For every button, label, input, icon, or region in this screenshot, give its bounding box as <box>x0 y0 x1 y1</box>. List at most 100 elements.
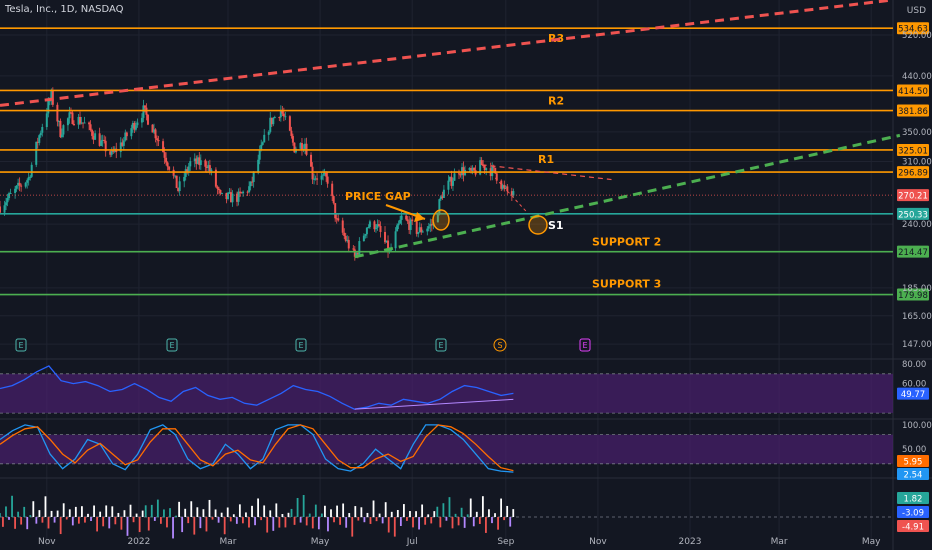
candle-body <box>303 143 306 149</box>
osc-bar <box>187 517 190 524</box>
osc-bar <box>481 496 484 517</box>
candle-body <box>427 226 430 229</box>
candle-body <box>341 220 344 233</box>
osc-bar <box>278 517 281 528</box>
osc-bar <box>44 496 47 517</box>
stoch-tick-1: 50.00 <box>902 445 926 455</box>
candle-body <box>374 227 377 230</box>
candle-body <box>362 235 365 242</box>
candle-body <box>92 135 95 140</box>
osc-bar <box>390 511 393 517</box>
osc-tag-1: -3.09 <box>902 509 924 519</box>
candle-body <box>501 185 504 189</box>
candle-body <box>62 125 65 135</box>
osc-tag-bg-2 <box>897 520 929 532</box>
osc-bar <box>35 517 38 524</box>
osc-bar <box>96 517 99 532</box>
level-tag-bg-7 <box>897 288 929 301</box>
osc-bar <box>281 514 284 517</box>
osc-bar <box>2 517 4 527</box>
candle-body <box>426 228 429 232</box>
y-tick-label-1: 440.00 <box>902 72 932 82</box>
stoch-band <box>0 434 893 464</box>
level-tag-bg-1 <box>897 84 929 97</box>
candle-body <box>384 231 387 243</box>
candle-body <box>281 110 284 114</box>
osc-bar <box>305 517 308 526</box>
candle-body <box>83 122 86 124</box>
osc-tag-bg-0 <box>897 492 929 504</box>
candle-body <box>272 117 275 125</box>
candle-body <box>279 110 282 118</box>
osc-tag-bg-1 <box>897 506 929 518</box>
level-tag-2: 381.86 <box>898 107 928 117</box>
candle-body <box>48 100 51 102</box>
y-tick-label-7: 147.00 <box>902 340 932 350</box>
osc-bar <box>62 503 65 517</box>
osc-bar <box>491 517 493 524</box>
osc-bar <box>99 511 102 517</box>
osc-bar <box>202 509 205 517</box>
candle-body <box>471 167 474 171</box>
candle-body <box>400 215 403 220</box>
event-marker-3: E <box>438 341 443 350</box>
osc-bar <box>8 517 10 520</box>
osc-bar <box>448 497 451 517</box>
osc-bar <box>406 517 408 521</box>
level-name-4: R1 <box>538 153 554 166</box>
osc-bar <box>354 506 357 517</box>
osc-bar <box>290 508 293 517</box>
osc-tag-2: -4.91 <box>902 523 924 533</box>
osc-bar <box>436 506 439 517</box>
candle-body <box>368 221 371 228</box>
osc-bar <box>248 517 250 528</box>
osc-bar <box>214 509 217 517</box>
candle-body <box>492 166 495 168</box>
candle-body <box>14 188 17 193</box>
x-tick-label-2: Mar <box>219 537 236 547</box>
candle-body <box>214 169 217 187</box>
candle-body <box>225 192 228 200</box>
osc-bar <box>409 511 411 517</box>
osc-bar <box>345 517 348 528</box>
osc-bar <box>311 517 314 529</box>
candle-body <box>242 191 245 194</box>
candle-body <box>450 176 453 186</box>
candle-body <box>36 141 39 143</box>
candle-body <box>441 196 444 198</box>
candle-body <box>415 221 418 234</box>
osc-bar <box>93 505 95 517</box>
osc-bar <box>485 517 487 533</box>
candle-body <box>104 140 107 152</box>
osc-bar <box>129 504 132 517</box>
candle-body <box>335 218 338 220</box>
candle-body <box>89 124 92 131</box>
candle-body <box>207 165 210 169</box>
osc-bar <box>74 506 77 517</box>
osc-bar <box>111 506 114 517</box>
osc-bar <box>509 517 512 527</box>
y-tick-label-5: 185.00 <box>902 284 932 294</box>
candle-body <box>94 133 97 140</box>
event-marker-5: E <box>582 341 587 350</box>
rsi-tick-1: 60.00 <box>902 380 926 390</box>
candle-body <box>109 151 112 155</box>
osc-bar <box>424 517 427 525</box>
osc-bar <box>208 499 211 517</box>
event-marker-box-1 <box>166 338 178 352</box>
candle-body <box>146 114 149 125</box>
candle-body <box>175 175 178 189</box>
osc-bar <box>375 517 378 522</box>
candle-body <box>322 174 325 176</box>
candle-body <box>246 191 249 193</box>
osc-bar <box>260 517 263 521</box>
osc-bar <box>372 500 375 517</box>
osc-bar <box>275 503 278 517</box>
osc-bar <box>351 517 354 537</box>
osc-bar <box>147 517 150 531</box>
candle-body <box>251 181 254 183</box>
candle-body <box>226 192 229 200</box>
candle-body <box>5 202 8 206</box>
candle-body <box>406 219 409 222</box>
